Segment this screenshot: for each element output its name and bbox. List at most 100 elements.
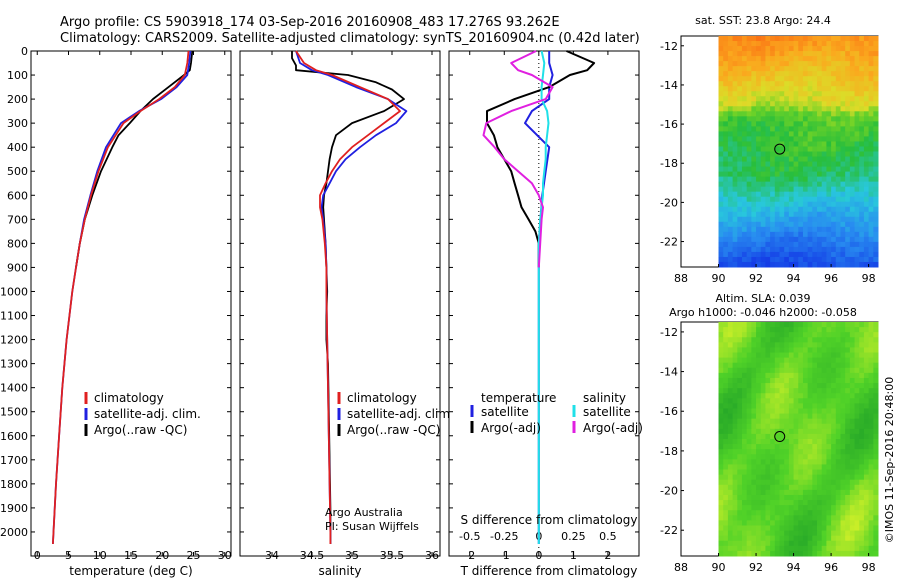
map-cell — [845, 332, 851, 338]
map-cell — [760, 111, 766, 117]
map-cell — [863, 186, 870, 193]
map-cell — [802, 91, 809, 97]
map-cell — [727, 418, 734, 425]
map-cell — [751, 540, 757, 547]
map-cell — [756, 131, 762, 137]
map-cell — [849, 41, 856, 47]
map-cell — [845, 322, 851, 328]
map-cell — [807, 91, 813, 97]
map-cell — [746, 41, 752, 47]
map-cell — [765, 201, 771, 208]
map-cell — [788, 66, 795, 72]
map-cell — [765, 433, 771, 440]
map-cell — [788, 550, 795, 557]
map-cell — [765, 46, 771, 52]
map-cell — [821, 171, 827, 178]
depth-tick-label: 2000 — [0, 526, 28, 539]
map-cell — [821, 342, 827, 348]
map-cell — [831, 56, 837, 62]
map-cell — [746, 535, 752, 542]
map-cell — [845, 41, 851, 47]
map-cell — [840, 520, 846, 526]
map-cell — [835, 251, 841, 258]
map-cell — [760, 251, 766, 258]
map-x-tick-label: 98 — [862, 272, 876, 285]
map-cell — [859, 433, 865, 440]
map-cell — [817, 51, 823, 57]
map-cell — [854, 151, 860, 158]
map-cell — [826, 439, 832, 445]
map-cell — [812, 211, 818, 218]
map-cell — [826, 428, 832, 435]
map-cell — [737, 91, 743, 97]
map-cell — [802, 186, 809, 193]
map-cell — [845, 141, 851, 147]
map-cell — [863, 332, 870, 338]
map-cell — [863, 161, 870, 168]
map-cell — [826, 171, 832, 178]
map-cell — [873, 211, 879, 218]
map-cell — [727, 206, 734, 213]
map-cell — [760, 383, 766, 389]
map-cell — [868, 61, 874, 67]
map-cell — [812, 246, 818, 253]
map-cell — [826, 186, 832, 193]
map-cell — [821, 525, 827, 532]
map-cell — [854, 256, 860, 263]
map-cell — [751, 171, 757, 178]
map-cell — [784, 428, 790, 435]
map-cell — [732, 151, 738, 158]
map-cell — [784, 449, 790, 455]
map-cell — [854, 454, 860, 460]
map-cell — [845, 505, 851, 511]
map-cell — [826, 246, 832, 253]
map-cell — [737, 494, 743, 501]
map-cell — [723, 51, 729, 57]
map-cell — [765, 151, 771, 158]
map-cell — [873, 372, 879, 379]
map-cell — [807, 136, 813, 142]
map-cell — [802, 367, 809, 374]
map-cell — [849, 439, 856, 445]
map-cell — [788, 136, 795, 142]
map-cell — [840, 51, 846, 57]
map-cell — [737, 454, 743, 460]
map-cell — [746, 206, 752, 213]
map-cell — [817, 479, 823, 486]
map-cell — [817, 106, 823, 112]
map-cell — [718, 454, 724, 460]
map-cell — [849, 484, 856, 491]
map-cell — [741, 469, 748, 476]
map-cell — [727, 91, 734, 97]
map-cell — [868, 500, 874, 506]
map-cell — [723, 261, 729, 268]
map-cell — [751, 61, 757, 67]
map-cell — [737, 352, 743, 359]
map-cell — [784, 151, 790, 158]
map-cell — [845, 383, 851, 389]
map-cell — [859, 510, 865, 516]
map-cell — [737, 464, 743, 471]
map-cell — [812, 81, 818, 87]
map-cell — [732, 337, 738, 343]
map-cell — [845, 489, 851, 496]
map-cell — [779, 51, 785, 57]
map-cell — [793, 418, 799, 425]
map-cell — [723, 428, 729, 435]
map-cell — [751, 510, 757, 516]
map-cell — [741, 221, 748, 228]
map-cell — [784, 166, 790, 173]
map-cell — [812, 76, 818, 82]
map-cell — [774, 206, 780, 213]
map-cell — [854, 520, 860, 526]
map-cell — [723, 433, 729, 440]
map-cell — [854, 181, 860, 188]
map-cell — [760, 116, 766, 122]
map-cell — [798, 246, 804, 253]
map-cell — [821, 111, 827, 117]
map-cell — [765, 61, 771, 67]
map-cell — [718, 342, 724, 348]
map-cell — [751, 161, 757, 168]
map-cell — [863, 151, 870, 158]
map-cell — [802, 479, 809, 486]
